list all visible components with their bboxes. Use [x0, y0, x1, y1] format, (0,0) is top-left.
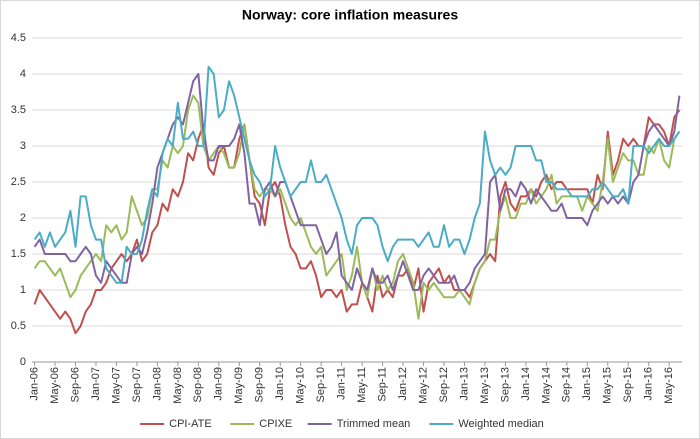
- x-tick-label: May-07: [110, 367, 122, 404]
- x-tick-label: May-14: [540, 367, 552, 404]
- x-tick-label: May-08: [172, 367, 184, 404]
- y-tick-label: 4: [20, 68, 26, 80]
- x-tick-label: May-10: [295, 367, 307, 404]
- x-tick-label: May-15: [602, 367, 614, 404]
- x-tick-label: Sep-08: [192, 367, 204, 402]
- x-tick-label: May-09: [233, 367, 245, 404]
- x-tick-label: May-13: [479, 367, 491, 404]
- data-line: [33, 65, 681, 284]
- legend-label: CPIXE: [259, 418, 292, 430]
- y-tick-label: 2.5: [11, 176, 26, 188]
- y-tick-label: 3: [20, 140, 26, 152]
- x-tick-label: Jan-11: [336, 367, 348, 400]
- x-tick-label: Jan-10: [274, 367, 286, 401]
- y-tick-label: 1: [20, 284, 26, 296]
- data-line: [33, 73, 681, 291]
- x-tick-label: Sep-06: [69, 367, 81, 402]
- x-tick-label: Jan-06: [28, 367, 40, 401]
- y-tick-label: 0: [20, 356, 26, 368]
- x-tick-label: Jan-13: [458, 367, 470, 401]
- legend-label: Weighted median: [458, 418, 543, 430]
- legend-label: Trimmed mean: [337, 418, 411, 430]
- x-tick-label: Jan-15: [581, 367, 593, 401]
- x-tick-label: Jan-16: [643, 367, 655, 401]
- legend-label: CPI-ATE: [169, 418, 212, 430]
- x-tick-label: Sep-15: [622, 367, 634, 402]
- x-tick-label: Sep-10: [315, 367, 327, 402]
- x-tick-label: Sep-12: [438, 367, 450, 402]
- x-tick-label: Jan-08: [151, 367, 163, 401]
- x-tick-label: May-16: [663, 367, 675, 404]
- x-tick-label: Sep-13: [499, 367, 511, 402]
- y-tick-label: 0.5: [11, 320, 26, 332]
- y-tick-label: 3.5: [11, 104, 26, 116]
- x-tick-label: Jan-09: [213, 367, 225, 401]
- x-tick-label: Jan-07: [90, 367, 102, 401]
- x-tick-label: Sep-07: [131, 367, 143, 402]
- x-tick-label: May-12: [417, 367, 429, 404]
- y-tick-label: 1.5: [11, 248, 26, 260]
- x-tick-label: Sep-09: [254, 367, 266, 402]
- data-line: [33, 109, 681, 335]
- x-tick-label: Sep-14: [561, 367, 573, 402]
- x-tick-label: Jan-14: [520, 367, 532, 401]
- x-tick-label: Sep-11: [376, 367, 388, 402]
- x-tick-label: May-06: [49, 367, 61, 404]
- y-tick-label: 4.5: [11, 32, 26, 44]
- chart-title: Norway: core inflation measures: [242, 7, 459, 23]
- x-tick-label: May-11: [356, 367, 368, 403]
- x-tick-label: Jan-12: [397, 367, 409, 401]
- y-tick-label: 2: [20, 212, 26, 224]
